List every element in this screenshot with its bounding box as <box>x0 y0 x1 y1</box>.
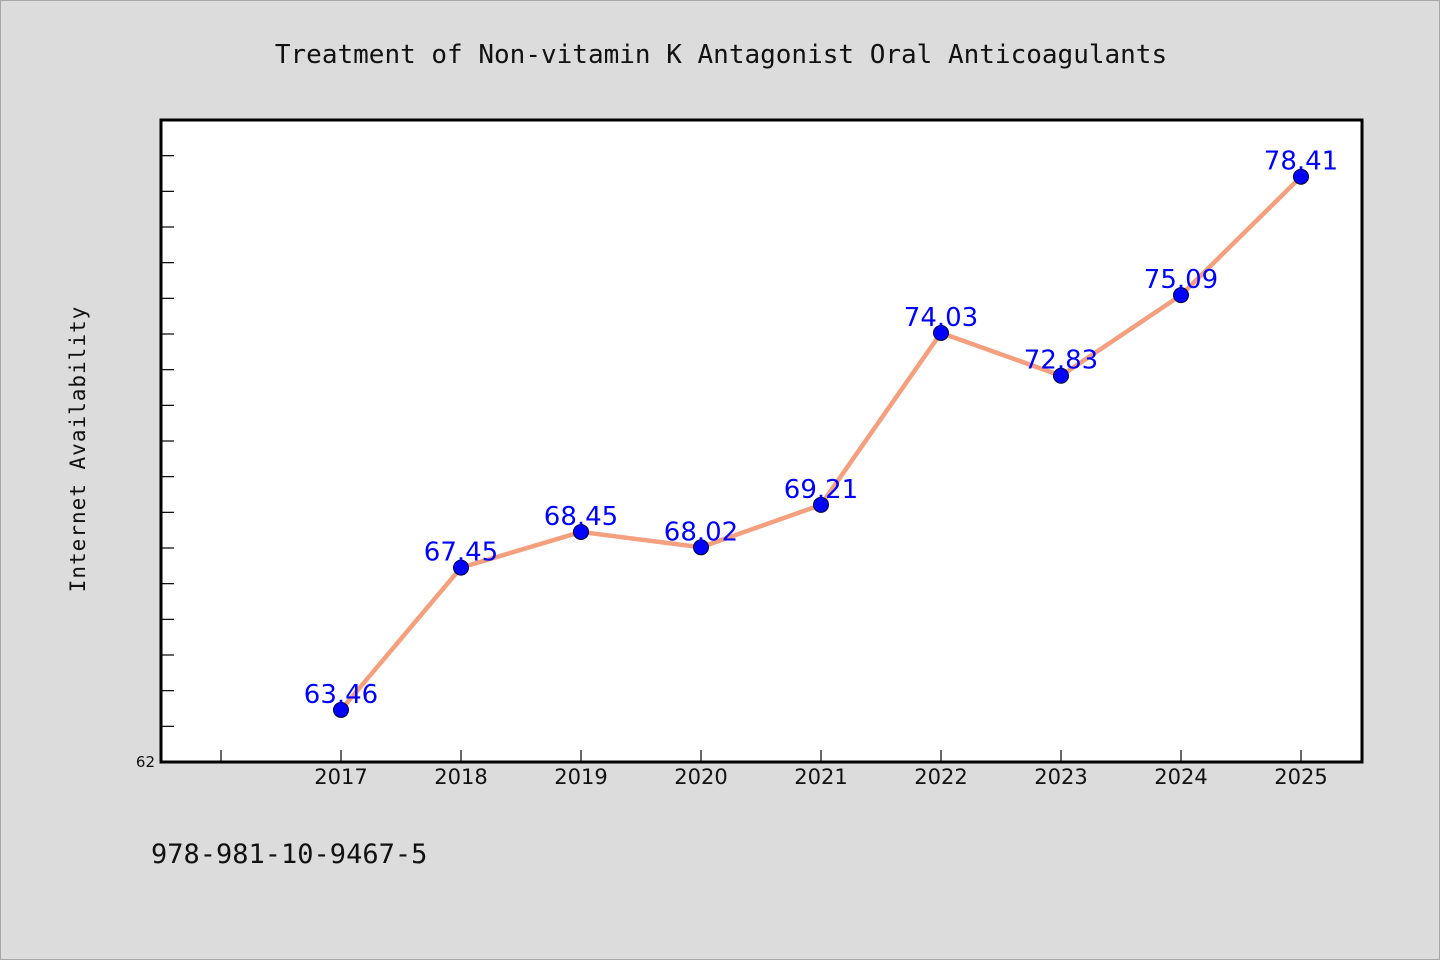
data-label: 75.09 <box>1144 265 1218 295</box>
y-axis-ticks <box>161 155 174 727</box>
x-tick-label: 2021 <box>794 765 847 789</box>
x-tick-label: 2025 <box>1274 765 1327 789</box>
data-label: 74.03 <box>904 303 978 333</box>
y-axis-label: Internet Availability <box>66 306 90 593</box>
data-point <box>1173 287 1189 304</box>
data-label: 72.83 <box>1024 346 1098 376</box>
data-label: 68.02 <box>664 517 738 547</box>
x-tick-label: 2020 <box>674 765 727 789</box>
x-axis-ticks: 2017 2018 2019 2020 2021 2022 2023 2024 2025 <box>220 750 1328 789</box>
data-point <box>333 701 349 718</box>
data-point <box>573 523 589 540</box>
data-point <box>453 559 469 576</box>
data-point <box>693 539 709 556</box>
data-label: 68.45 <box>544 502 618 532</box>
data-point <box>933 324 949 341</box>
y-tick-label-min: 62 <box>136 753 155 771</box>
x-tick-label: 2024 <box>1154 765 1207 789</box>
data-label: 69.21 <box>784 475 858 505</box>
data-point <box>813 496 829 513</box>
series-layer: 63.46 67.45 68.45 68.02 69.21 74.03 72.83 75.09… <box>304 147 1338 718</box>
x-tick-label: 2019 <box>554 765 607 789</box>
chart-title: Treatment of Non-vitamin K Antagonist Or… <box>275 40 1167 70</box>
x-tick-label: 2018 <box>434 765 487 789</box>
plot-area <box>159 118 1364 764</box>
x-tick-label: 2023 <box>1034 765 1087 789</box>
footer-id-text: 978-981-10-9467-5 <box>151 839 427 870</box>
x-tick-label: 2017 <box>314 765 367 789</box>
data-point <box>1293 168 1309 185</box>
data-label: 78.41 <box>1264 147 1338 177</box>
data-point <box>1053 367 1069 384</box>
data-label: 63.46 <box>304 680 378 710</box>
data-label: 67.45 <box>424 538 498 568</box>
x-tick-label: 2022 <box>914 765 967 789</box>
